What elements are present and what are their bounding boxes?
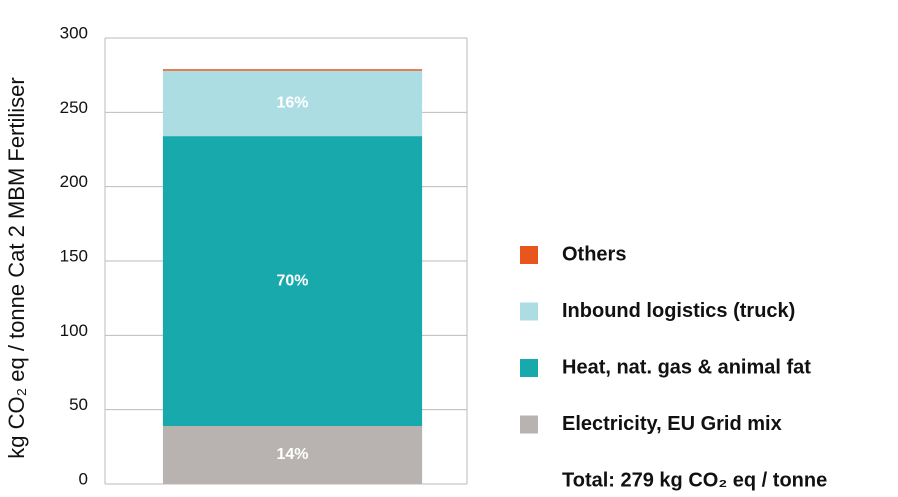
bar-segment bbox=[162, 70, 423, 137]
legend-swatch bbox=[520, 302, 538, 321]
bar-segment bbox=[162, 136, 423, 427]
y-tick-label: 200 bbox=[60, 172, 88, 191]
segment-label: 70% bbox=[277, 272, 309, 289]
legend-swatch bbox=[520, 246, 538, 264]
legend-label: Electricity, EU Grid mix bbox=[562, 413, 782, 435]
y-tick-label: 0 bbox=[79, 469, 88, 488]
y-tick-label: 50 bbox=[69, 395, 88, 414]
segment-label: 14% bbox=[277, 446, 309, 463]
y-tick-label: 250 bbox=[60, 98, 88, 117]
y-tick-label: 150 bbox=[60, 246, 88, 265]
y-tick-label: 300 bbox=[60, 23, 88, 42]
y-axis-label: kg CO₂ eq / tonne Cat 2 MBM Fertiliser bbox=[4, 77, 29, 458]
total-note: Total: 279 kg CO₂ eq / tonne bbox=[562, 469, 827, 491]
legend-swatch bbox=[520, 359, 538, 377]
legend-swatch bbox=[520, 415, 538, 434]
legend-label: Inbound logistics (truck) bbox=[562, 300, 795, 322]
y-tick-label: 100 bbox=[60, 321, 88, 340]
legend-label: Others bbox=[562, 243, 626, 265]
legend-label: Heat, nat. gas & animal fat bbox=[562, 356, 811, 378]
segment-label: 16% bbox=[277, 95, 309, 112]
bar-segment bbox=[162, 426, 423, 484]
bar-segment bbox=[162, 69, 423, 71]
